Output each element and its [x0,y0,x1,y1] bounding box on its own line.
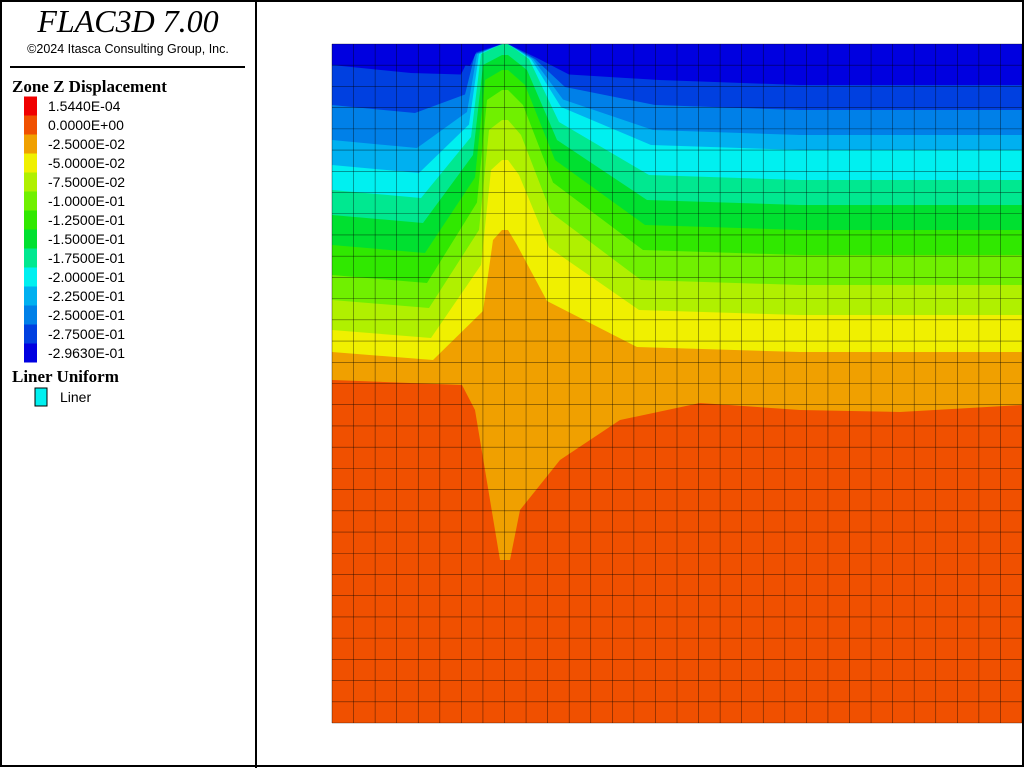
legend: 1.5440E-04 0.0000E+00 -2.5000E-02 -5.0000E-… [24,96,125,363]
copyright: ©2024 Itasca Consulting Group, Inc. [27,42,229,56]
legend-swatch [24,343,37,363]
legend-label: -1.0000E-01 [48,193,125,209]
liner-label: Liner [60,389,91,405]
app-title: FLAC3D 7.00 [36,3,218,39]
legend-swatch [24,267,37,287]
legend-swatch [24,229,37,249]
legend-label: -2.5000E-01 [48,307,125,323]
legend-label: -2.5000E-02 [48,136,125,152]
legend-label: -2.0000E-01 [48,269,125,285]
legend-swatch [24,96,37,116]
legend-swatch [24,115,37,135]
legend-swatch [24,191,37,211]
legend-label: -1.7500E-01 [48,250,125,266]
liner-legend-title: Liner Uniform [12,367,119,386]
contour-plot [331,43,1023,724]
legend-label: -7.5000E-02 [48,174,125,190]
legend-label: -5.0000E-02 [48,155,125,171]
legend-swatch [24,286,37,306]
legend-swatch [24,153,37,173]
legend-label: -2.9630E-01 [48,345,125,361]
legend-swatch [24,248,37,268]
legend-swatch [24,210,37,230]
legend-swatch [24,134,37,154]
legend-label: 1.5440E-04 [48,98,121,114]
legend-swatch [24,324,37,344]
legend-swatch [24,305,37,325]
legend-label: -1.5000E-01 [48,231,125,247]
legend-label: -2.2500E-01 [48,288,125,304]
legend-swatch [24,172,37,192]
legend-label: -1.2500E-01 [48,212,125,228]
legend-title: Zone Z Displacement [12,77,167,96]
liner-swatch [34,387,48,407]
legend-label: -2.7500E-01 [48,326,125,342]
legend-label: 0.0000E+00 [48,117,124,133]
